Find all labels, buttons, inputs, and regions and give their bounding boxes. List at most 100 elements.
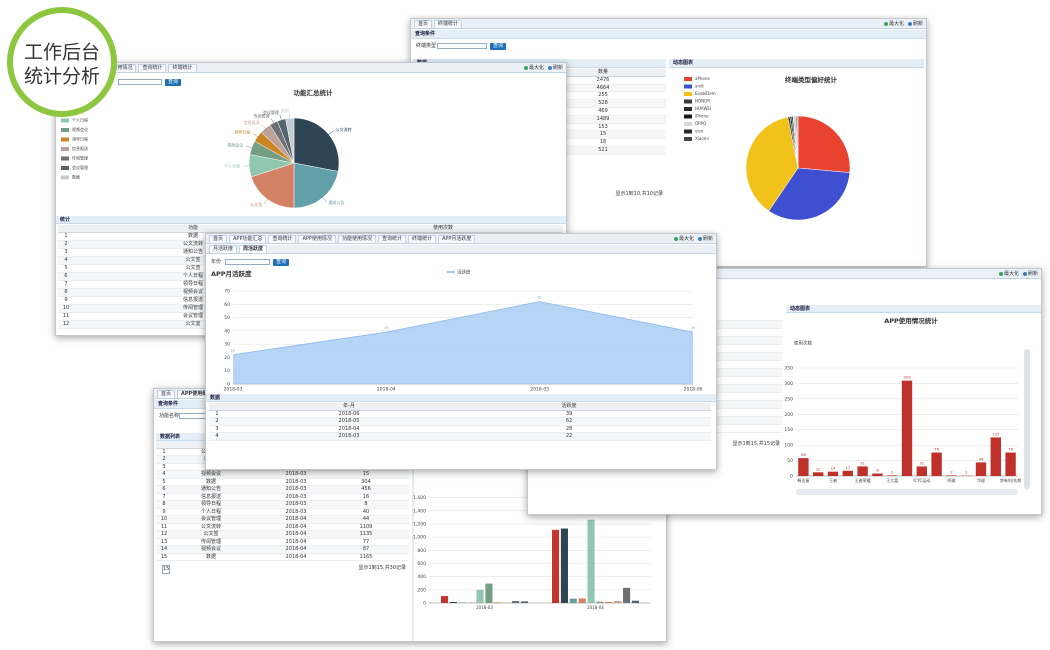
- area: [233, 301, 693, 384]
- line: [232, 301, 694, 356]
- section-header: 动态图表: [786, 305, 1041, 313]
- legend-label: vivo: [695, 129, 704, 134]
- table-cell: 1: [64, 233, 68, 239]
- y-tick-label: 40: [224, 328, 230, 334]
- query-button[interactable]: 查询: [490, 42, 507, 50]
- tab[interactable]: 首页: [414, 19, 433, 28]
- badge-ring: [7, 7, 117, 117]
- tab[interactable]: 终端统计: [168, 63, 197, 72]
- label-leader: [328, 130, 334, 135]
- y-tick-label: 1,400: [413, 508, 426, 514]
- bar: [931, 452, 942, 476]
- query-button[interactable]: 查询: [165, 78, 182, 86]
- tab[interactable]: APP功能汇总: [229, 234, 267, 243]
- bar: [458, 602, 466, 603]
- table-cell: 7: [162, 493, 166, 500]
- legend-swatch: [684, 107, 692, 111]
- slice-label: 视频会议: [227, 141, 243, 147]
- tab[interactable]: 查询统计: [377, 234, 406, 243]
- window-button[interactable]: 最大化: [524, 64, 544, 72]
- tab[interactable]: 首页: [209, 234, 228, 243]
- bar: [596, 601, 604, 603]
- column-header: 年-月: [343, 403, 355, 409]
- value-label: 309: [903, 375, 911, 380]
- value-label: 76: [1008, 447, 1013, 452]
- sub-tab[interactable]: 周活跃度: [239, 245, 268, 253]
- label-leader: [261, 124, 266, 129]
- tab[interactable]: 首页: [157, 389, 176, 398]
- legend-label: 传阅管理: [72, 155, 88, 161]
- table-cell: 13: [160, 538, 168, 545]
- bar: [631, 600, 640, 603]
- y-tick-label: 30: [224, 342, 230, 348]
- bar: [827, 471, 839, 476]
- legend-label: EnablDem: [695, 91, 716, 96]
- window-button[interactable]: 最大化: [999, 270, 1019, 278]
- table-row: [156, 471, 409, 479]
- table-footer: 显示1到15,共30记录: [358, 565, 407, 571]
- tab[interactable]: APP使用情况: [298, 234, 336, 243]
- tab[interactable]: 终端统计: [407, 234, 436, 243]
- bar: [857, 466, 868, 476]
- y-tick-label: 0: [227, 382, 230, 388]
- bar: [975, 462, 987, 476]
- table-cell: 8: [162, 501, 166, 507]
- x-tick-label: 2018-03: [476, 605, 493, 610]
- bar: [842, 470, 853, 476]
- chart-title: APP月活跃度: [211, 269, 252, 278]
- window-button[interactable]: 刷新: [698, 235, 713, 243]
- legend-label: 数据: [72, 174, 80, 180]
- window-button[interactable]: 最大化: [884, 20, 904, 28]
- query-input[interactable]: [118, 79, 162, 85]
- x-tick-label: 2018-06: [684, 387, 703, 393]
- legend-swatch: [61, 166, 69, 170]
- table-cell: 视频会议: [200, 471, 222, 477]
- table-cell: 视频会议: [200, 546, 222, 552]
- value-label: 17: [845, 465, 850, 470]
- bar: [440, 596, 449, 603]
- table-cell: 28: [565, 425, 573, 432]
- tab[interactable]: APP月活跃度: [437, 234, 476, 243]
- legend-swatch: [684, 122, 692, 126]
- table-row: [156, 486, 409, 494]
- y-tick-label: 50: [224, 315, 230, 321]
- tab[interactable]: 查询统计: [268, 234, 297, 243]
- x-tick-label: 华理: [977, 477, 985, 483]
- pie-slice: [797, 115, 851, 173]
- tab[interactable]: 查询统计: [138, 63, 167, 72]
- window-buttons: 最大化 刷新: [674, 235, 713, 243]
- x-tick-label: 2018-03: [224, 387, 243, 393]
- table-cell: 1135: [359, 531, 373, 537]
- table-cell: 信息报送: [200, 493, 222, 500]
- table-cell: 14: [160, 546, 168, 552]
- query-input[interactable]: [225, 259, 270, 265]
- window-button[interactable]: 刷新: [1023, 270, 1038, 278]
- tab[interactable]: 功能使用情况: [337, 234, 376, 243]
- x-tick-label: 王大富: [886, 477, 898, 483]
- window-button[interactable]: 刷新: [908, 20, 923, 28]
- query-input[interactable]: [437, 43, 487, 49]
- table-cell: 15: [362, 471, 370, 477]
- table-cell: 8: [64, 289, 68, 295]
- table-cell: 公文签: [203, 531, 219, 537]
- label-leader: [252, 133, 258, 137]
- table-cell: 2018-04: [285, 546, 307, 552]
- window-button[interactable]: 刷新: [548, 64, 563, 72]
- table-cell: 3: [215, 425, 219, 432]
- sub-tab[interactable]: 月活跃度: [209, 245, 238, 253]
- pager[interactable]: 15: [162, 565, 171, 574]
- table-header: [209, 403, 711, 411]
- y-tick-label: 1,600: [413, 495, 426, 501]
- window-button[interactable]: 最大化: [674, 235, 694, 243]
- query-button[interactable]: 查询: [273, 258, 290, 266]
- table-cell: 39: [565, 410, 573, 417]
- slice-label: 个人日程: [224, 162, 240, 168]
- bar: [485, 583, 493, 603]
- value-label: 31: [919, 460, 924, 465]
- scrollbar: [1024, 349, 1030, 489]
- query-label: 终端类型: [416, 43, 437, 49]
- bar: [798, 458, 809, 476]
- x-tick-label: 明珠: [947, 477, 955, 483]
- table-cell: 2018-03: [285, 501, 307, 507]
- tab[interactable]: 终端统计: [434, 19, 463, 28]
